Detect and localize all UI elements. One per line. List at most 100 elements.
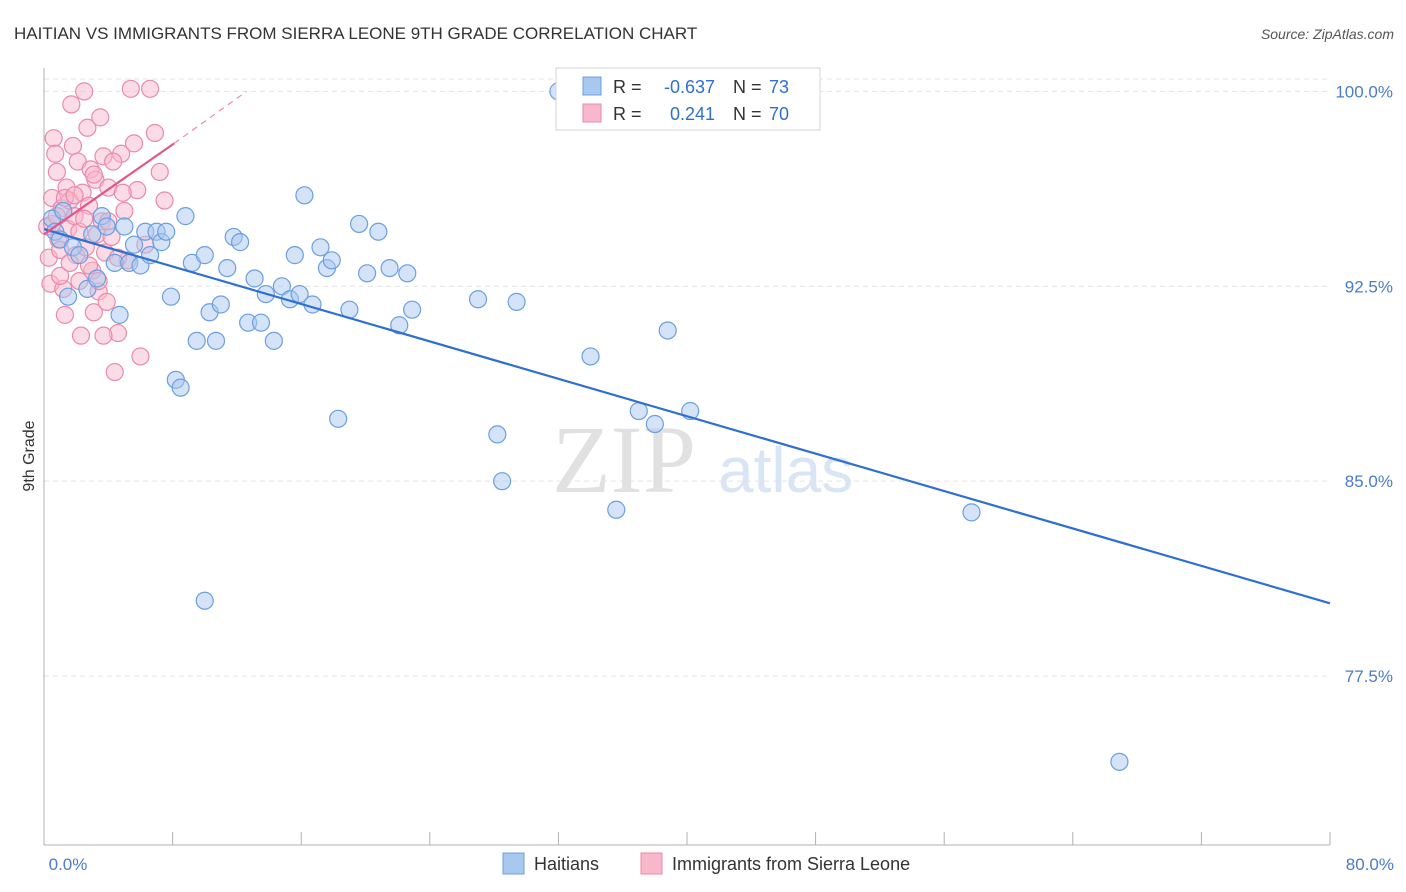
data-point-haitians (124, 235, 144, 254)
data-point-haitians (218, 258, 237, 278)
legend: Haitians Immigrants from Sierra Leone (502, 852, 910, 875)
stats-r-label-haitians: R = (613, 77, 642, 97)
data-point-haitians (358, 264, 377, 283)
data-point-haitians (311, 238, 330, 257)
y-tick-label: 92.5% (1345, 277, 1393, 296)
data-point-haitians (264, 331, 283, 350)
data-point-sierra-leone (84, 165, 103, 184)
trend-line-sierra-leone (43, 142, 175, 236)
y-tick-label: 77.5% (1345, 667, 1393, 686)
data-point-haitians (581, 347, 600, 366)
stats-swatch-sierra-leone (582, 103, 602, 123)
data-point-sierra-leone (97, 292, 116, 311)
data-point-haitians (157, 222, 176, 241)
data-point-sierra-leone (121, 79, 140, 98)
data-point-haitians (507, 292, 526, 311)
data-point-haitians (1110, 752, 1129, 771)
stats-n-value-sierra-leone: 70 (769, 104, 789, 124)
data-point-haitians (206, 331, 226, 350)
data-point-haitians (176, 207, 195, 226)
data-point-sierra-leone (65, 186, 84, 205)
stats-swatch-haitians (582, 76, 602, 96)
x-tick-label-max: 80.0% (1346, 855, 1394, 874)
data-point-haitians (195, 591, 214, 610)
data-point-haitians (329, 409, 348, 428)
data-point-sierra-leone (71, 326, 91, 345)
legend-label-sierra-leone[interactable]: Immigrants from Sierra Leone (672, 854, 910, 874)
data-point-sierra-leone (155, 191, 174, 210)
chart-source: Source: ZipAtlas.com (1261, 26, 1394, 42)
series-haitians-points (42, 82, 1129, 771)
data-point-haitians (195, 246, 214, 265)
data-point-haitians (211, 295, 230, 314)
data-point-sierra-leone (62, 95, 81, 114)
data-point-sierra-leone (115, 201, 134, 221)
data-point-haitians (295, 186, 314, 205)
data-point-sierra-leone (113, 183, 132, 202)
data-point-haitians (161, 287, 181, 306)
gridlines (44, 78, 1330, 677)
data-point-sierra-leone (75, 82, 94, 101)
data-point-sierra-leone (63, 136, 83, 156)
data-point-sierra-leone (91, 108, 110, 127)
data-point-haitians (962, 503, 981, 522)
data-point-sierra-leone (131, 347, 150, 366)
data-point-sierra-leone (150, 162, 169, 182)
y-tick-label: 100.0% (1335, 82, 1393, 101)
x-minor-ticks (172, 832, 1331, 845)
data-point-haitians (380, 258, 399, 278)
watermark: ZIP atlas (552, 406, 853, 513)
data-point-haitians (322, 251, 341, 270)
data-point-sierra-leone (75, 209, 94, 228)
data-point-haitians (245, 269, 264, 288)
data-point-sierra-leone (55, 305, 74, 324)
stats-box: R = -0.637 N = 73 R = 0.241 N = 70 (555, 67, 821, 131)
data-point-haitians (59, 287, 78, 306)
stats-n-value-haitians: 73 (769, 77, 789, 97)
data-point-haitians (658, 321, 677, 340)
data-point-haitians (398, 264, 417, 283)
legend-swatch-haitians[interactable] (502, 852, 525, 875)
x-tick-label-min: 0.0% (49, 855, 88, 874)
data-point-haitians (70, 246, 89, 265)
data-point-haitians (349, 214, 369, 234)
y-axis-title: 9th Grade (21, 420, 38, 491)
data-point-haitians (403, 300, 422, 319)
data-point-haitians (97, 217, 116, 236)
data-point-haitians (187, 331, 206, 350)
data-point-haitians (171, 378, 190, 397)
data-point-sierra-leone (145, 123, 165, 143)
data-point-haitians (231, 233, 250, 252)
data-point-haitians (369, 222, 388, 241)
trend-line-sierra-leone-extension (173, 90, 247, 144)
data-point-sierra-leone (140, 79, 160, 98)
data-point-haitians (285, 246, 304, 265)
data-point-haitians (110, 305, 129, 324)
stats-r-label-sierra-leone: R = (613, 104, 642, 124)
data-point-haitians (115, 217, 134, 236)
data-point-sierra-leone (104, 152, 123, 171)
y-tick-labels: 100.0% 92.5% 85.0% 77.5% (1335, 82, 1393, 686)
legend-swatch-sierra-leone[interactable] (640, 852, 663, 875)
data-point-sierra-leone (124, 134, 144, 153)
data-point-haitians (390, 316, 409, 335)
data-point-sierra-leone (50, 266, 70, 285)
stats-n-label-haitians: N = (733, 77, 762, 97)
stats-n-label-sierra-leone: N = (733, 104, 762, 124)
data-point-haitians (493, 472, 512, 491)
data-point-haitians (488, 425, 507, 444)
data-point-haitians (54, 201, 73, 221)
data-point-haitians (272, 277, 292, 296)
legend-label-haitians[interactable]: Haitians (534, 854, 599, 874)
data-point-haitians (629, 401, 648, 421)
data-point-haitians (251, 313, 271, 332)
data-point-haitians (645, 414, 664, 434)
trend-line-haitians (43, 228, 1331, 605)
watermark-zip: ZIP (552, 406, 696, 513)
data-point-haitians (87, 269, 107, 288)
data-point-haitians (607, 500, 626, 519)
stats-r-value-haitians: -0.637 (664, 77, 715, 97)
data-point-sierra-leone (44, 129, 63, 148)
data-point-sierra-leone (47, 162, 66, 182)
